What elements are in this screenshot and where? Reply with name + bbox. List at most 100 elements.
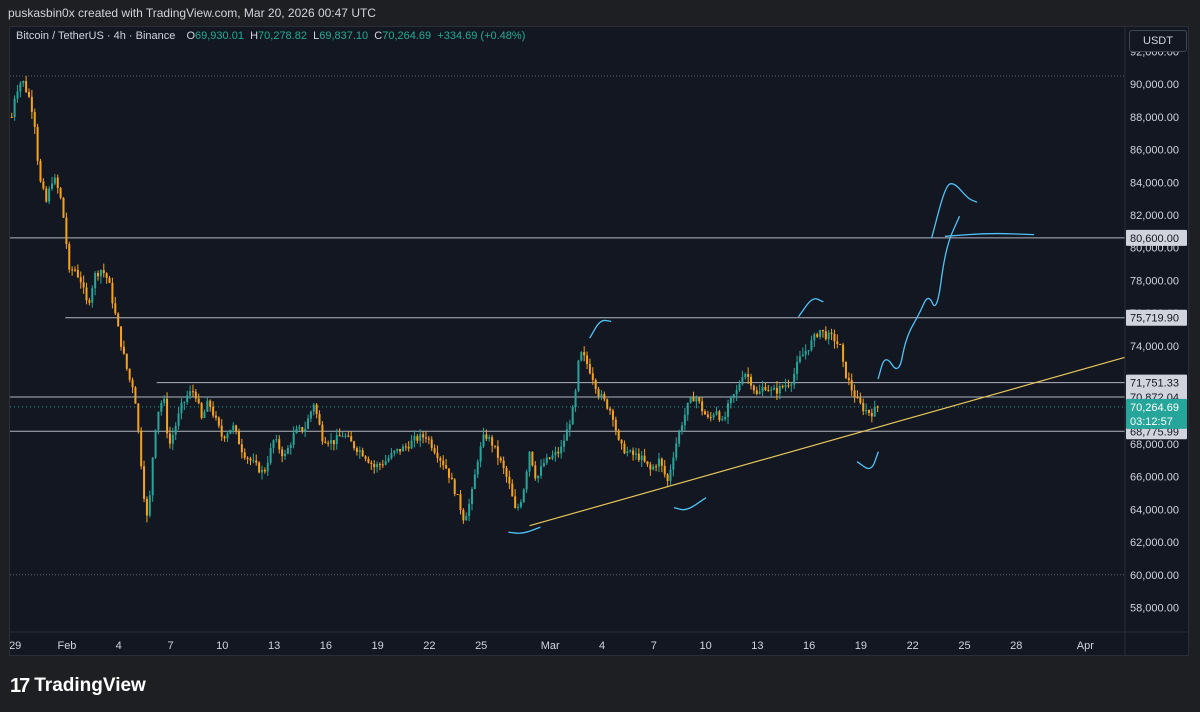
candle-body [626,451,629,454]
currency-selector-button[interactable]: USDT [1129,30,1187,52]
y-tick-label: 66,000.00 [1130,472,1179,484]
candle-body [755,390,758,394]
candle-body [824,331,827,340]
y-tick-label: 60,000.00 [1130,570,1179,582]
candle-body [206,400,209,412]
candle-body [447,468,450,478]
candle-body [229,429,232,434]
candle-body [367,458,370,463]
candle-body [102,270,105,274]
candle-body [586,355,589,365]
candle-body [554,451,557,456]
candle-body [272,440,275,449]
candle-body [269,448,272,463]
candle-body [393,450,396,454]
candle-body [525,471,528,490]
chart-panel[interactable]: 58,000.00 60,000.00 62,000.00 64,000.00 66,0… [9,26,1189,656]
candle-body [148,495,151,516]
freehand-drawing [931,183,978,239]
candle-body [692,397,695,402]
candle-body [683,414,686,426]
y-tick-label: 68,000.00 [1130,439,1179,451]
candle-body [387,458,390,462]
candle-body [545,457,548,464]
candle-body [514,496,517,508]
candle-body [617,430,620,440]
x-tick-label: 25 [958,640,970,652]
candle-body [450,477,453,480]
candle-body [307,418,310,429]
x-tick-label: 13 [268,640,280,652]
candle-body [807,350,810,352]
candle-body [839,343,842,345]
candle-body [588,364,591,374]
candle-body [537,475,540,479]
candle-body [292,433,295,445]
candle-body [735,390,738,395]
candle-body [770,389,773,391]
candle-body [790,384,793,386]
candle-body [577,360,580,391]
candle-body [738,384,741,391]
candle-body [519,502,522,507]
candle-body [189,391,192,396]
candle-body [401,446,404,452]
candle-body [761,386,764,392]
freehand-drawings-layer [508,183,1035,534]
candle-body [120,326,123,347]
x-tick-label: 13 [751,640,763,652]
candle-body [862,402,865,412]
candle-body [174,425,177,435]
candle-body [286,447,289,454]
candle-body [660,458,663,466]
candle-body [465,515,468,521]
x-tick-label: 29 [10,640,21,652]
candle-body [427,438,430,440]
candle-body [695,397,698,402]
candle-body [134,387,137,404]
candle-body [724,416,727,420]
candle-body [209,400,212,407]
candle-body [522,489,525,503]
candle-body [108,277,111,283]
symbol-name[interactable]: Bitcoin / TetherUS · 4h · Binance [16,30,176,42]
candle-body [99,270,102,277]
candle-body [260,469,264,473]
candle-body [672,457,675,470]
current-price-tag-bg [1126,398,1187,429]
x-tick-label: 4 [116,640,122,652]
candle-body [560,446,563,454]
freehand-drawing [856,451,879,470]
candle-body [701,401,704,412]
candle-body [424,437,427,439]
candle-body [94,273,97,289]
candle-body [836,341,839,344]
candle-body [361,450,364,457]
candle-body [614,419,617,431]
candle-body [376,464,379,468]
candle-body [609,408,612,411]
open-value: 69,930.01 [195,30,244,42]
candle-body [151,457,154,496]
tradingview-branding: 17 TradingView [10,674,146,698]
candle-body [649,464,652,470]
candle-body [13,98,16,118]
candle-body [747,374,750,377]
candle-body [298,427,301,429]
candle-body [399,448,402,452]
candle-body [468,503,471,516]
candle-body [183,401,186,403]
x-tick-label: 10 [699,640,711,652]
candle-body [844,361,847,378]
candle-body [867,410,870,413]
close-value: 70,264.69 [382,30,432,42]
x-tick-label: 16 [803,640,815,652]
candle-body [459,494,462,510]
price-chart[interactable]: 58,000.00 60,000.00 62,000.00 64,000.00 66,0… [10,27,1188,655]
candle-body [214,415,217,418]
candle-body [105,273,108,278]
horizontal-levels-layer [10,75,1125,576]
candle-body [48,188,51,202]
candle-body [686,402,689,415]
candle-body [212,406,215,416]
